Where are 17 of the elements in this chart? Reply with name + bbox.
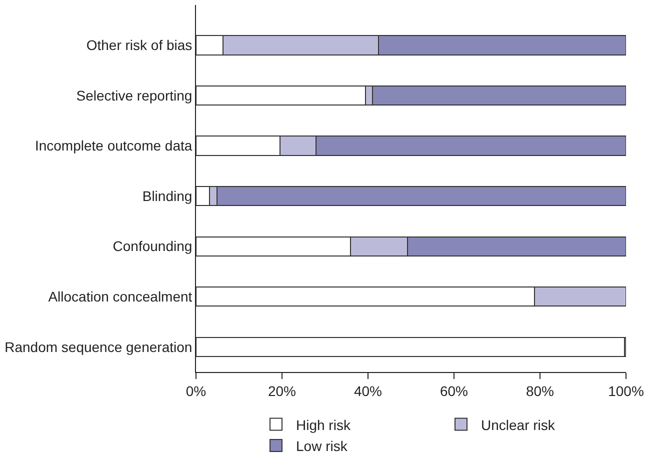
legend-label: High risk: [296, 416, 352, 433]
y-tick-label: Other risk of bias: [86, 37, 192, 54]
x-tick-label: 80%: [526, 382, 554, 399]
legend-label: Low risk: [296, 438, 348, 454]
x-tick-label: 40%: [354, 382, 382, 399]
y-tick-label: Blinding: [142, 188, 192, 204]
y-tick-label: Allocation concealment: [48, 288, 192, 304]
y-tick-label: Confounding: [112, 238, 192, 254]
legend-label: Unclear risk: [481, 416, 556, 433]
x-tick-label: 0%: [186, 382, 206, 399]
x-tick-label: 20%: [268, 382, 296, 399]
y-tick-label: Selective reporting: [76, 87, 192, 104]
bar: [196, 336, 625, 357]
x-tick-label: 100%: [608, 382, 644, 399]
y-tick-label: Random sequence generation: [4, 338, 192, 355]
y-tick-label: Incomplete outcome data: [34, 138, 192, 154]
x-tick-label: 60%: [440, 382, 468, 399]
